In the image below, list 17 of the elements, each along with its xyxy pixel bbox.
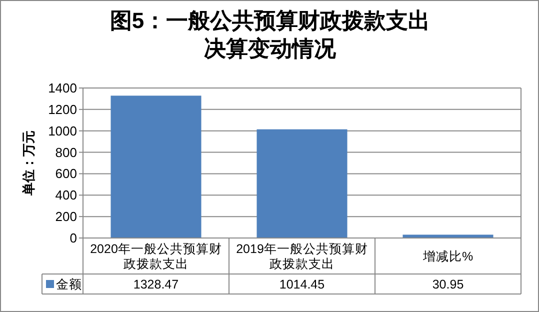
y-tick-label: 200 <box>55 209 77 224</box>
data-label: 30.95 <box>432 278 464 292</box>
y-tick-label: 400 <box>55 188 77 203</box>
x-tick-label: 增减比% <box>422 250 474 264</box>
y-tick-label: 600 <box>55 166 77 182</box>
y-axis-title: 单位：万元 <box>21 130 36 196</box>
y-tick-label: 1200 <box>48 102 77 117</box>
data-label: 1328.47 <box>133 278 179 292</box>
legend-label: 金额 <box>56 278 82 292</box>
chart-title: 图5：一般公共预算财政拨款支出决算变动情况 <box>110 8 430 61</box>
data-label: 1014.45 <box>279 278 325 292</box>
x-tick-label: 2020年一般公共预算财政拨款支出 <box>90 242 222 271</box>
y-tick-label: 1400 <box>48 80 77 96</box>
y-tick-label: 800 <box>55 144 77 160</box>
y-tick-label: 1000 <box>48 123 77 138</box>
x-tick-label: 2019年一般公共预算财政拨款支出 <box>236 242 368 271</box>
y-tick-label: 0 <box>70 230 77 246</box>
